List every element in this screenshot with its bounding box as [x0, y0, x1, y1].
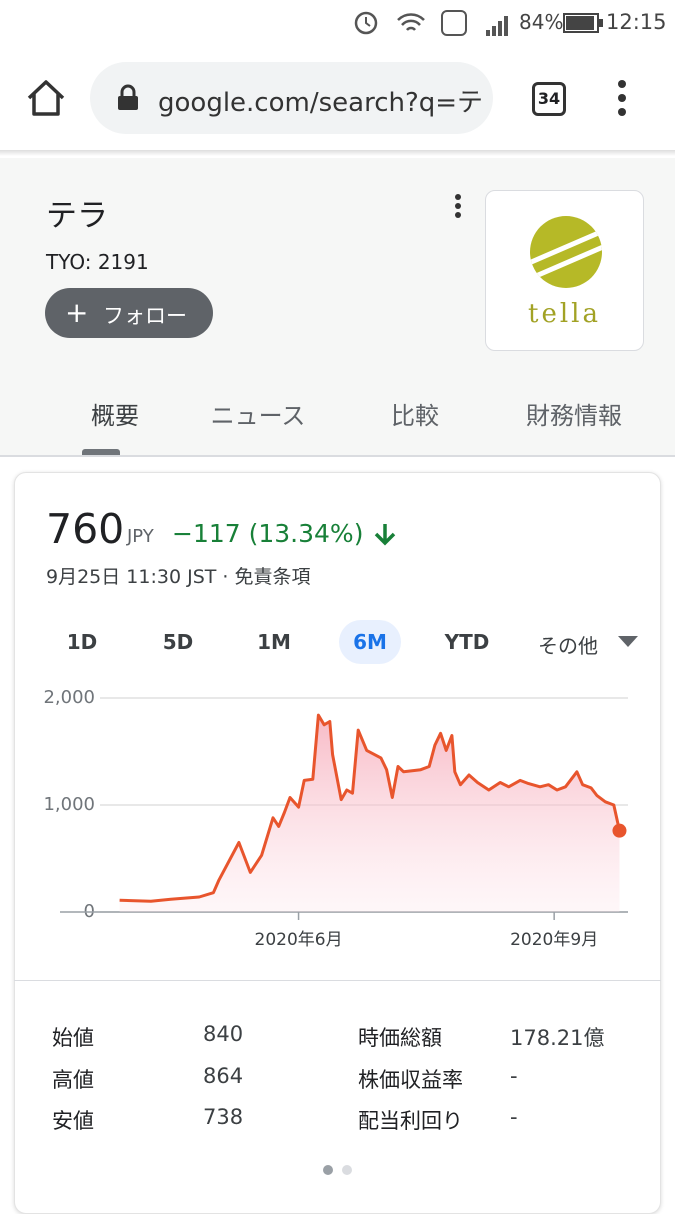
stat-value: 840: [203, 1022, 244, 1046]
x-tick-label: 2020年6月: [255, 930, 343, 950]
battery-percent: 84%: [519, 10, 564, 34]
x-tick-label: 2020年9月: [510, 930, 598, 950]
dropdown-caret[interactable]: [618, 636, 638, 648]
timestamp: 9月25日 11:30 JST · 免責条項: [46, 566, 311, 588]
y-tick-label: 1,000: [43, 794, 95, 815]
home-button[interactable]: [25, 78, 67, 118]
tab[interactable]: 比較: [391, 402, 439, 430]
status-icons: [354, 10, 508, 36]
follow-button[interactable]: + フォロー: [45, 288, 213, 338]
range-button[interactable]: 1M: [257, 630, 291, 654]
tab-indicator: [82, 449, 120, 455]
page-dot-active[interactable]: [323, 1165, 333, 1175]
follow-label: フォロー: [103, 304, 187, 328]
range-button[interactable]: YTD: [444, 630, 490, 654]
status-bar: [0, 0, 675, 44]
menu-button[interactable]: [612, 78, 632, 118]
price-change: −117 (13.34%): [172, 519, 364, 548]
lock-icon: [118, 84, 138, 110]
stat-value: 178.21億: [510, 1026, 605, 1050]
stat-value: 864: [203, 1064, 244, 1088]
logo-text: tella: [528, 299, 601, 329]
toolbar-shadow: [0, 150, 675, 156]
tab[interactable]: ニュース: [210, 402, 306, 430]
logo-box: tella: [485, 190, 644, 351]
clock: 12:15: [606, 10, 667, 34]
stock-name: テラ: [46, 198, 108, 234]
range-button[interactable]: 5D: [162, 630, 194, 654]
stat-label: 高値: [52, 1068, 94, 1092]
stat-label: 株価収益率: [358, 1068, 463, 1092]
stat-value: -: [510, 1105, 518, 1129]
stat-label: 安値: [52, 1109, 94, 1133]
range-highlight: [339, 620, 401, 664]
currency: JPY: [127, 526, 154, 547]
tab[interactable]: 概要: [91, 402, 139, 430]
range-button[interactable]: その他: [538, 634, 598, 658]
y-tick-label: 2,000: [43, 687, 95, 708]
page-dot[interactable]: [342, 1165, 352, 1175]
url-text: google.com/search?q=テ: [158, 88, 483, 118]
stats-divider: [14, 980, 661, 981]
battery-icon: [563, 13, 603, 33]
down-arrow: [374, 524, 396, 546]
stat-value: -: [510, 1064, 518, 1088]
stat-label: 時価総額: [358, 1026, 442, 1050]
price-line: [119, 713, 621, 903]
last-point: [612, 823, 627, 838]
range-button[interactable]: 6M: [353, 630, 387, 654]
tab[interactable]: 財務情報: [526, 402, 622, 430]
tab-divider: [0, 455, 675, 457]
price: 760: [46, 505, 125, 553]
area-fill: [119, 715, 620, 912]
range-button[interactable]: 1D: [66, 630, 98, 654]
url-bar[interactable]: [90, 62, 493, 134]
logo-mark: [530, 216, 602, 288]
plus-icon: +: [65, 296, 89, 329]
stat-value: 738: [203, 1105, 244, 1129]
stat-label: 始値: [52, 1026, 94, 1050]
more-button[interactable]: [450, 192, 466, 222]
ticker: TYO: 2191: [46, 250, 149, 274]
stat-label: 配当利回り: [358, 1109, 463, 1133]
tab-count[interactable]: 34: [532, 82, 566, 116]
